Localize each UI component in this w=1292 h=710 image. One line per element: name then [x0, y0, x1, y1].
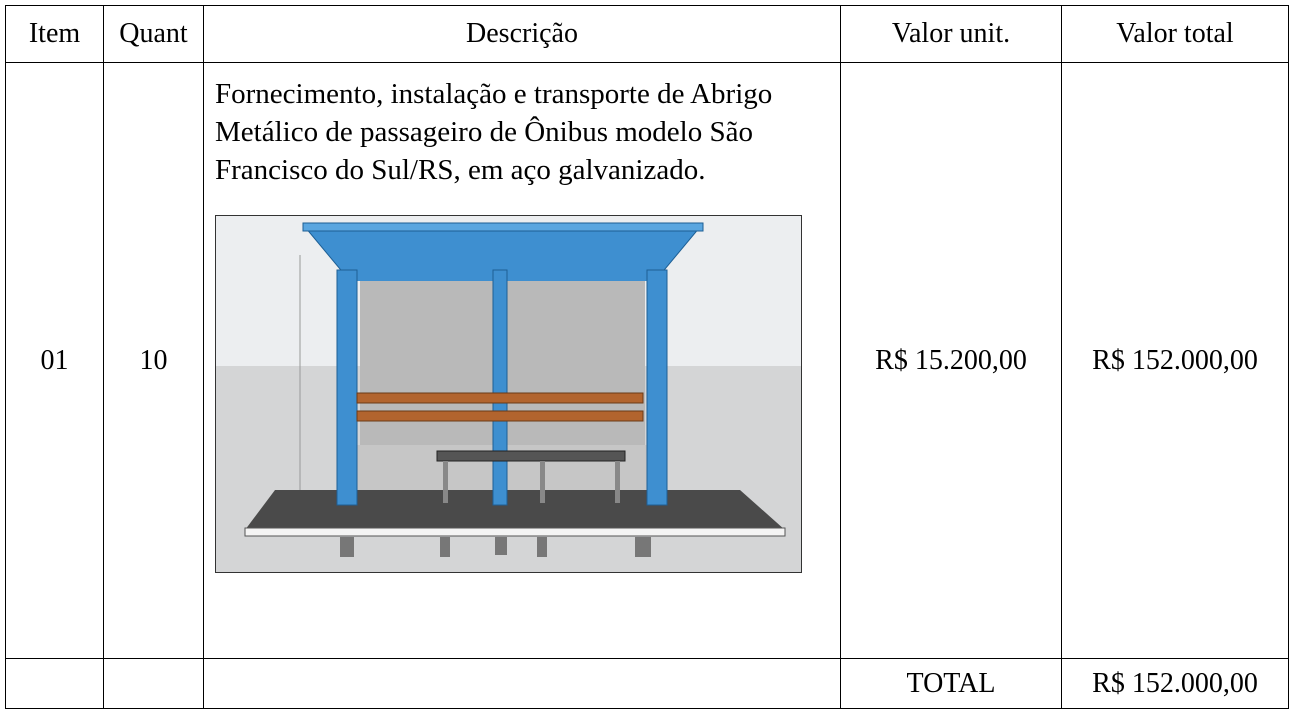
quantity-cell: 10: [103, 62, 204, 659]
header-cell: Valor unit.: [840, 5, 1062, 63]
total-value: R$ 152.000,00: [1061, 658, 1289, 709]
empty-cell: [103, 658, 204, 709]
item-row: 01 10 Fornecimento, instalação e transpo…: [5, 62, 1289, 659]
header-cell: Quant: [103, 5, 204, 63]
header-cell: Descrição: [203, 5, 841, 63]
item-cell: 01: [5, 62, 104, 659]
total-value-cell: R$ 152.000,00: [1061, 62, 1289, 659]
unit-value-cell: R$ 15.200,00: [840, 62, 1062, 659]
header-row: Item Quant Descrição Valor unit. Valor t…: [5, 5, 1289, 63]
description-cell: Fornecimento, instalação e transporte de…: [203, 62, 841, 659]
shelter-image: [215, 215, 802, 573]
empty-cell: [203, 658, 841, 709]
description-text: Fornecimento, instalação e transporte de…: [215, 78, 773, 186]
empty-cell: [5, 658, 104, 709]
quote-table: Item Quant Descrição Valor unit. Valor t…: [5, 5, 1289, 709]
total-row: TOTAL R$ 152.000,00: [5, 658, 1289, 709]
header-cell: Valor total: [1061, 5, 1289, 63]
header-cell: Item: [5, 5, 104, 63]
total-label: TOTAL: [840, 658, 1062, 709]
